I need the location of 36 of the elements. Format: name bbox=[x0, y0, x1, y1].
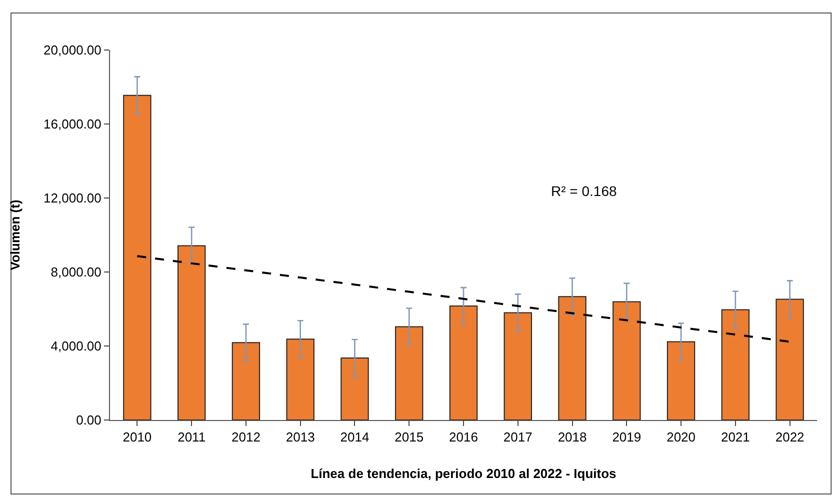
y-tick-label: 12,000.00 bbox=[44, 190, 102, 206]
bar bbox=[776, 298, 804, 420]
bar bbox=[449, 306, 478, 420]
line-series bbox=[136, 255, 791, 343]
bar bbox=[340, 358, 369, 420]
y-tick-label: 0.00 bbox=[76, 412, 102, 428]
x-tick-label: 2017 bbox=[503, 430, 532, 445]
bar bbox=[721, 309, 750, 420]
bar bbox=[504, 312, 532, 420]
x-tick-label: 2020 bbox=[666, 430, 696, 445]
x-tick-label: 2019 bbox=[612, 430, 642, 445]
bar bbox=[123, 94, 152, 420]
x-tick-label: 2016 bbox=[449, 430, 478, 445]
x-tick-label: 2018 bbox=[558, 430, 587, 445]
y-axis-title: Volumen (t) bbox=[8, 200, 23, 270]
annotation: R² = 0.168 bbox=[551, 183, 617, 199]
x-tick-label: 2014 bbox=[340, 430, 370, 445]
bar bbox=[612, 301, 641, 420]
x-tick-label: 2010 bbox=[122, 430, 152, 445]
bar bbox=[558, 296, 586, 420]
y-tick-label: 16,000.00 bbox=[44, 116, 102, 132]
bar bbox=[232, 342, 260, 420]
bar bbox=[395, 326, 424, 420]
y-tick-label: 4,000.00 bbox=[50, 338, 102, 354]
x-tick-label: 2011 bbox=[178, 430, 206, 445]
x-tick-label: 2015 bbox=[394, 430, 424, 445]
x-tick-label: 2013 bbox=[286, 430, 315, 445]
bar bbox=[666, 341, 696, 420]
bar bbox=[177, 245, 206, 420]
y-tick-label: 8,000.00 bbox=[50, 264, 102, 280]
x-tick-label: 2012 bbox=[232, 430, 260, 445]
x-tick-label: 2021 bbox=[720, 430, 750, 445]
x-axis-title: Línea de tendencia, periodo 2010 al 2022 - Iquitos bbox=[310, 466, 616, 482]
x-tick-label: 2022 bbox=[775, 430, 804, 445]
bar bbox=[286, 338, 314, 420]
y-tick-label: 20,000.00 bbox=[44, 42, 102, 58]
